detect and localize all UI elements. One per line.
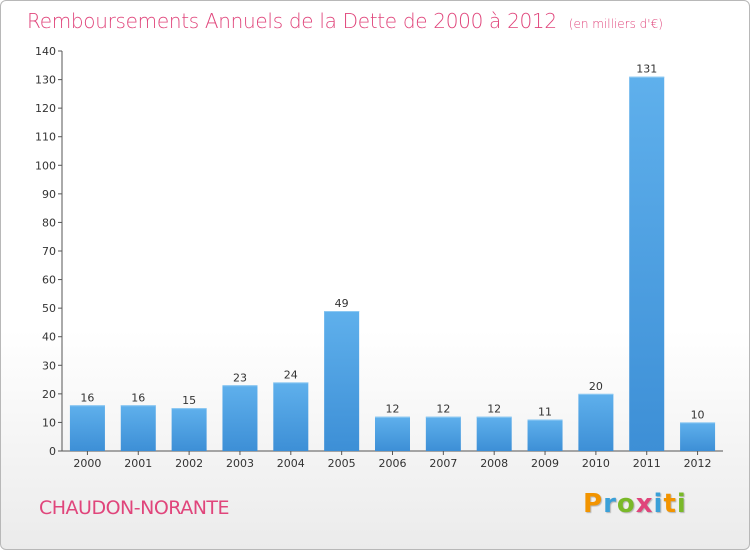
x-tick-label-2000: 2000	[73, 457, 101, 470]
bar-2005	[324, 311, 360, 451]
x-tick-label-2005: 2005	[328, 457, 356, 470]
bar-2004	[273, 382, 309, 451]
logo-letter: o	[616, 489, 636, 519]
logo-letter: r	[603, 489, 617, 519]
x-tick-label-2001: 2001	[124, 457, 152, 470]
y-tick-label: 10	[42, 416, 56, 429]
proxiti-logo: Proxiti	[583, 489, 687, 519]
x-tick-label-2006: 2006	[379, 457, 407, 470]
commune-name: CHAUDON-NORANTE	[39, 497, 230, 519]
value-label-2002: 15	[182, 394, 196, 407]
bar-2003	[222, 385, 258, 451]
y-tick-label: 90	[42, 188, 56, 201]
value-label-2004: 24	[284, 368, 298, 381]
logo-letter: x	[635, 489, 654, 519]
bar-2007	[425, 416, 461, 451]
y-tick-label: 110	[35, 131, 56, 144]
bar-2009	[527, 419, 563, 451]
x-tick-label-2002: 2002	[175, 457, 203, 470]
bar-2012	[680, 422, 716, 451]
value-label-2006: 12	[386, 403, 400, 416]
x-tick-label-2011: 2011	[633, 457, 661, 470]
value-label-2005: 49	[335, 297, 349, 310]
y-tick-label: 40	[42, 331, 56, 344]
chart-title: Remboursements Annuels de la Dette de 20…	[27, 9, 663, 33]
y-tick-label: 100	[35, 159, 56, 172]
bar-2011	[629, 76, 665, 451]
chart-subtitle: (en milliers d'€)	[568, 17, 663, 31]
value-label-2007: 12	[436, 403, 450, 416]
y-tick-label: 130	[35, 74, 56, 87]
y-tick-label: 80	[42, 216, 56, 229]
bar-2008	[476, 416, 512, 451]
bar-2010	[578, 393, 614, 451]
y-tick-label: 120	[35, 102, 56, 115]
x-tick-label-2012: 2012	[684, 457, 712, 470]
value-label-2003: 23	[233, 371, 247, 384]
logo-letter: i	[676, 489, 687, 519]
x-tick-label-2010: 2010	[582, 457, 610, 470]
value-label-2011: 131	[636, 63, 657, 76]
bar-2002	[171, 408, 207, 451]
x-tick-label-2009: 2009	[531, 457, 559, 470]
bar-2006	[375, 416, 410, 451]
value-label-2010: 20	[589, 380, 603, 393]
logo-letter: i	[653, 489, 664, 519]
x-tick-label-2008: 2008	[480, 457, 508, 470]
x-tick-label-2007: 2007	[429, 457, 457, 470]
value-label-2012: 10	[691, 408, 705, 421]
logo-letter: t	[663, 489, 677, 519]
y-tick-label: 70	[42, 245, 56, 258]
y-tick-label: 140	[35, 45, 56, 58]
x-tick-label-2003: 2003	[226, 457, 254, 470]
bar-2000	[69, 405, 105, 451]
y-tick-label: 50	[42, 302, 56, 315]
value-label-2009: 11	[538, 406, 552, 419]
x-tick-label-2004: 2004	[277, 457, 305, 470]
value-label-2001: 16	[131, 391, 145, 404]
y-tick-label: 0	[49, 445, 56, 458]
y-tick-label: 60	[42, 274, 56, 287]
logo-letter: P	[583, 489, 604, 519]
y-tick-label: 30	[42, 359, 56, 372]
value-label-2000: 16	[80, 391, 94, 404]
bar-2001	[120, 405, 156, 451]
y-tick-label: 20	[42, 388, 56, 401]
value-label-2008: 12	[487, 403, 501, 416]
